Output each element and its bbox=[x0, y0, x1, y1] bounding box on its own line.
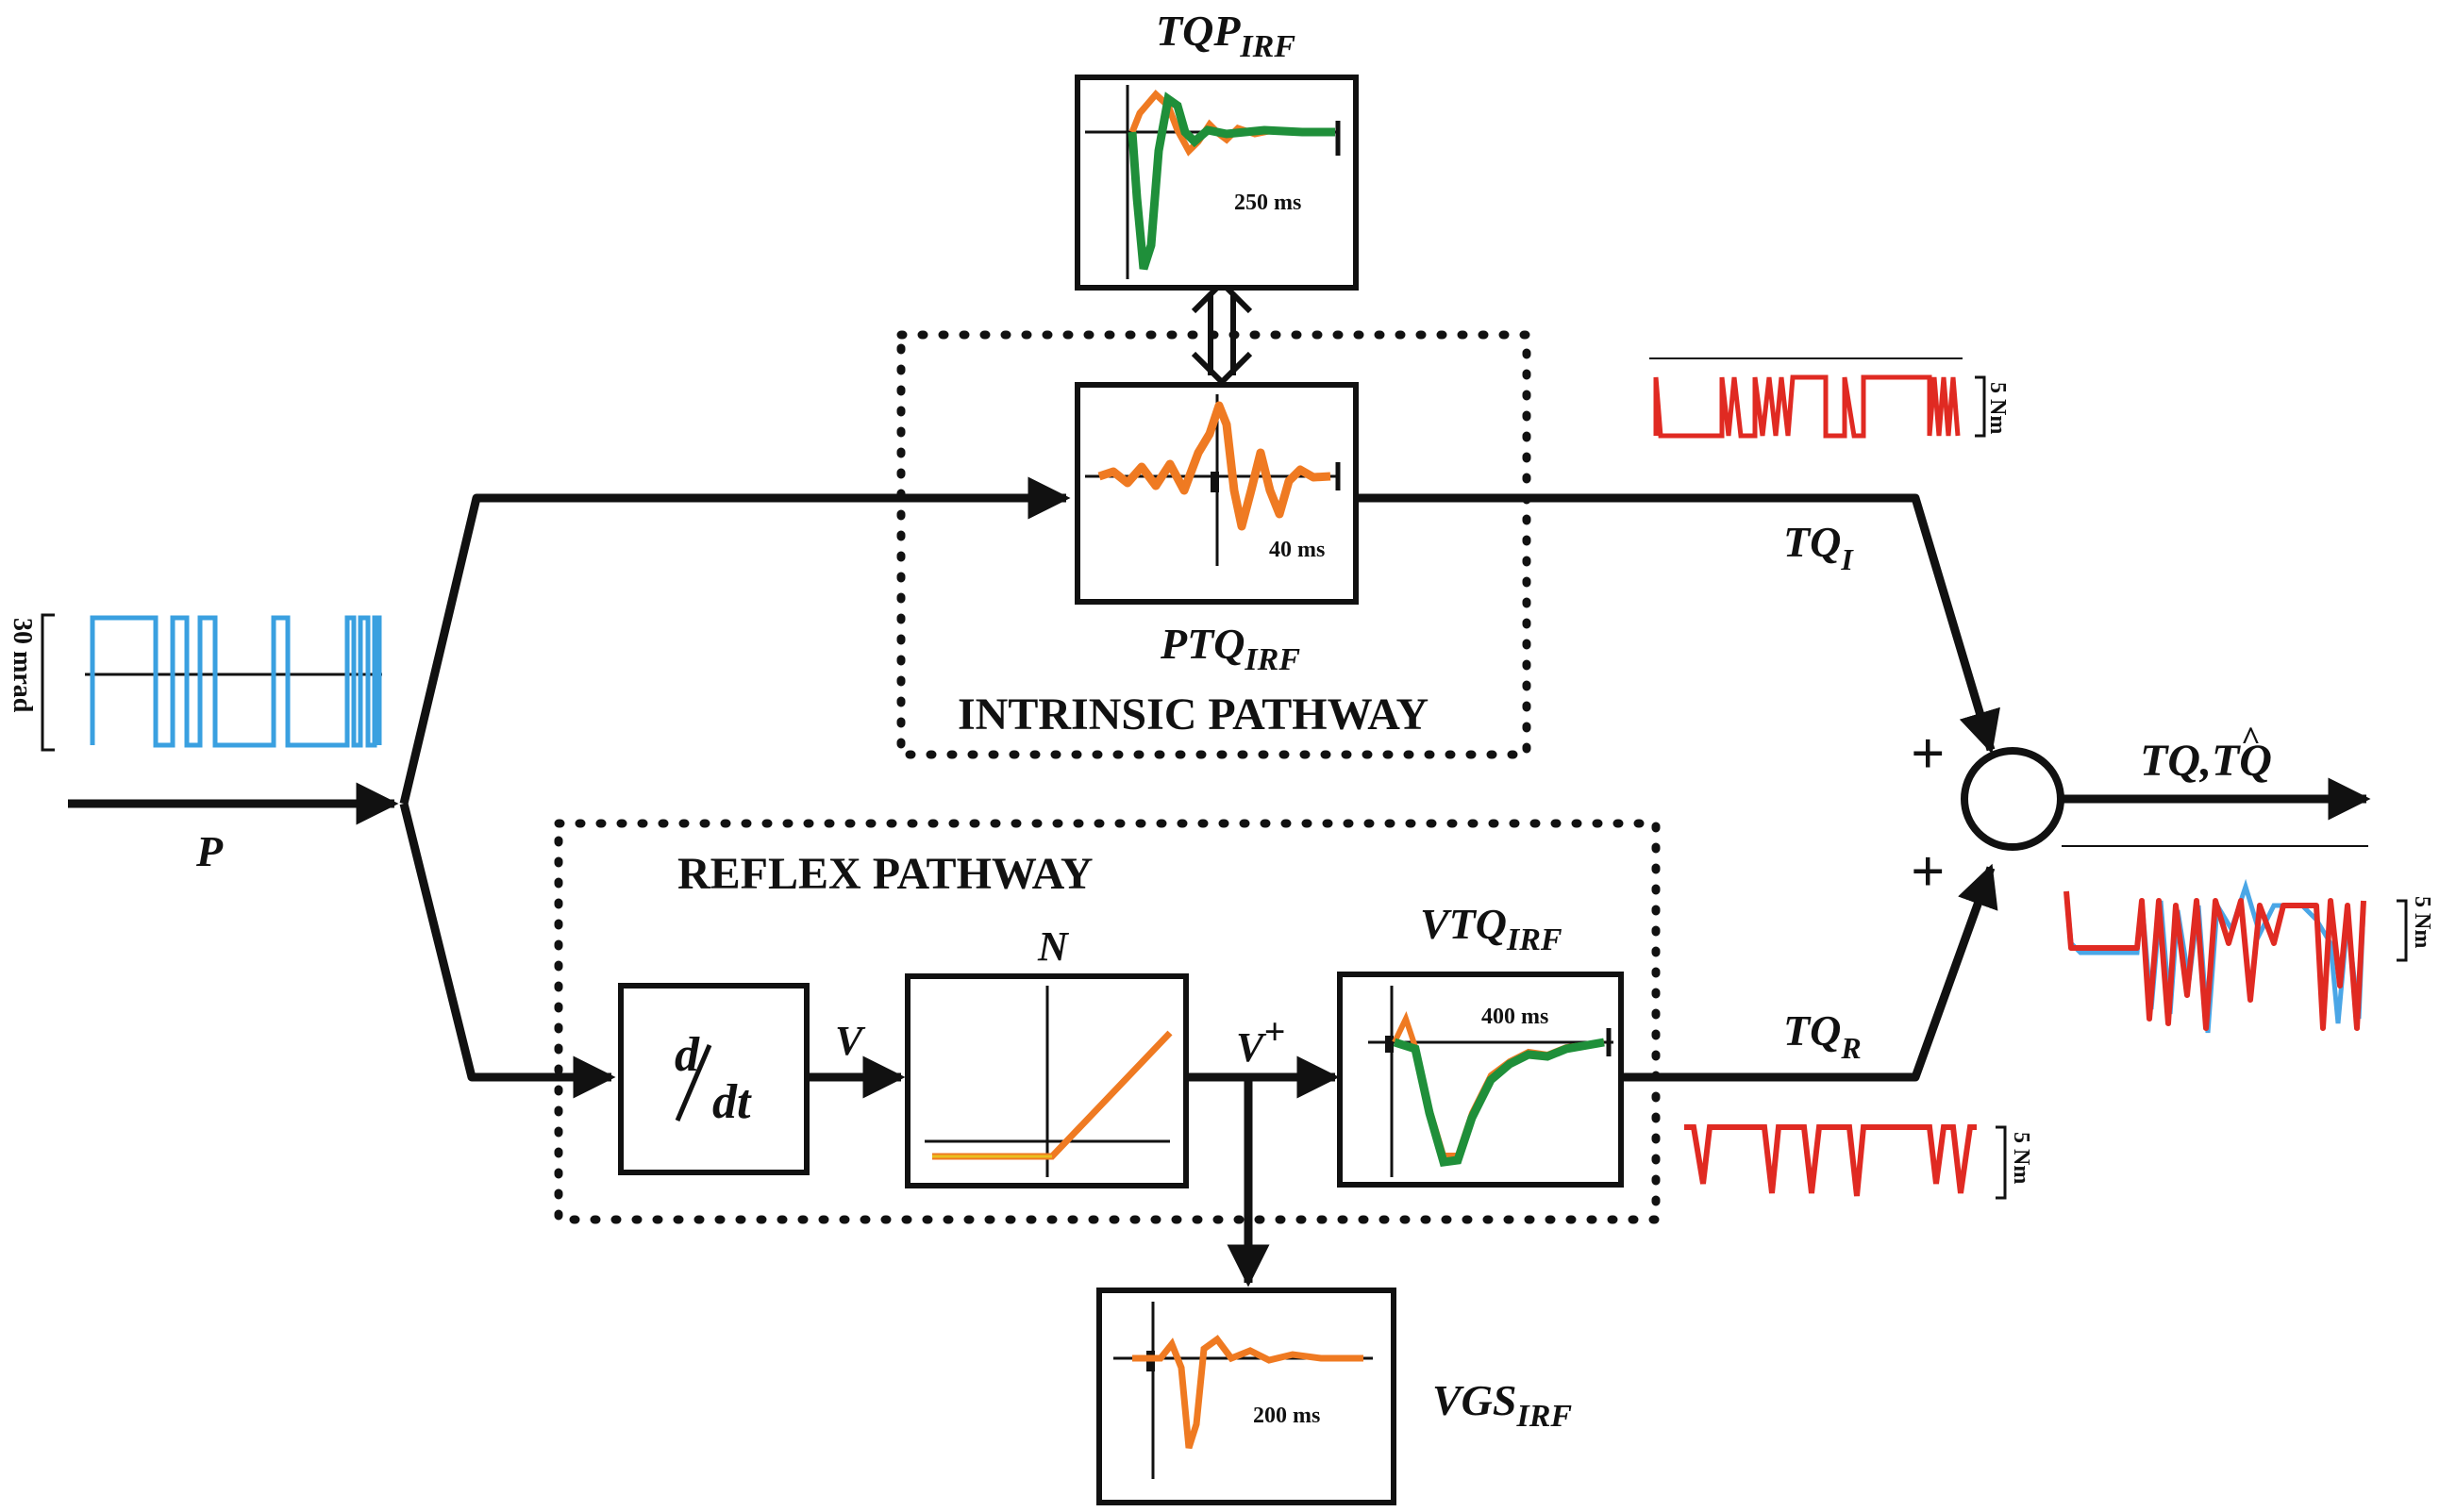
deriv-denominator: dt bbox=[712, 1075, 752, 1129]
input-position-trace bbox=[41, 613, 382, 752]
n-label: N bbox=[1037, 923, 1070, 970]
tqp-model-trace bbox=[1128, 91, 1335, 271]
plus-bottom: + bbox=[1911, 838, 1945, 905]
output-label: TQ,TQ bbox=[2140, 736, 2272, 786]
vtq-label: VTQIRF bbox=[1420, 900, 1562, 957]
vtq-time-label: 400 ms bbox=[1481, 1005, 1548, 1029]
vgs-time-label: 200 ms bbox=[1253, 1404, 1320, 1428]
ptq-trace bbox=[1097, 401, 1331, 531]
tqp-label: TQPIRF bbox=[1156, 7, 1295, 64]
split-upper bbox=[399, 476, 1071, 806]
reflex-pathway-label: REFLEX PATHWAY bbox=[677, 849, 1094, 899]
vtq-to-sum bbox=[1621, 863, 1998, 1082]
split-lower bbox=[399, 802, 566, 1082]
output-measured-trace bbox=[2063, 890, 2366, 1031]
output-torque-trace bbox=[2062, 845, 2408, 1034]
derivative-block: d dt bbox=[618, 983, 810, 1175]
ptq-to-sum bbox=[1356, 493, 2000, 755]
tq-i-scale-label: 5 Nm bbox=[1985, 382, 2010, 434]
vgs-label: VGSIRF bbox=[1432, 1376, 1572, 1434]
intrinsic-pathway-label: INTRINSIC PATHWAY bbox=[958, 690, 1428, 739]
reflex-torque-trace bbox=[1684, 1124, 2007, 1200]
summing-junction bbox=[1961, 747, 2064, 851]
intrinsic-pathway-box bbox=[896, 330, 1531, 759]
tqp-block: 250 ms bbox=[1075, 75, 1359, 291]
vtq-model-trace bbox=[1393, 1038, 1605, 1167]
nonlinearity-block bbox=[905, 973, 1189, 1188]
tq-i-label: TQI bbox=[1783, 518, 1854, 576]
input-p-label: P bbox=[195, 827, 224, 875]
tqp-time-label: 250 ms bbox=[1234, 191, 1301, 215]
v-plus-label: V+ bbox=[1236, 1010, 1285, 1071]
ptq-block: 40 ms bbox=[1075, 382, 1359, 605]
ptq-time-label: 40 ms bbox=[1269, 538, 1325, 562]
vgs-block: 200 ms bbox=[1096, 1288, 1396, 1505]
output-hat: ^ bbox=[2241, 720, 2261, 757]
input-scale-label: 30 mrad bbox=[8, 618, 37, 713]
output-scale-label: 5 Nm bbox=[2410, 896, 2434, 948]
v-label: V bbox=[835, 1018, 866, 1064]
vgs-trace bbox=[1132, 1335, 1363, 1450]
intrinsic-torque-trace bbox=[1649, 357, 1986, 439]
plus-top: + bbox=[1911, 720, 1945, 787]
vtq-block: 400 ms bbox=[1337, 972, 1624, 1188]
tq-r-label: TQR bbox=[1783, 1006, 1862, 1065]
signal-lines bbox=[68, 476, 2371, 1288]
ptq-label: PTQIRF bbox=[1160, 620, 1300, 677]
double-arrow bbox=[1191, 280, 1253, 385]
tq-r-scale-label: 5 Nm bbox=[2009, 1132, 2033, 1184]
